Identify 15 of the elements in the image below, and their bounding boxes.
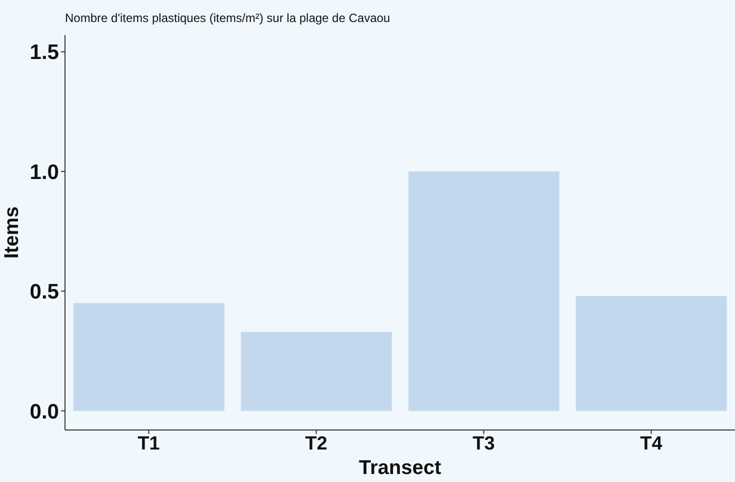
bar [576, 296, 727, 411]
x-tick-label: T3 [472, 433, 495, 454]
chart-title: Nombre d'items plastiques (items/m²) sur la plage de Cavaou [65, 11, 390, 25]
y-tick-label: 0.0 [30, 400, 59, 424]
x-axis-title: Transect [358, 457, 442, 479]
y-tick-label: 1.0 [30, 160, 59, 184]
x-tick-label: T4 [640, 433, 663, 454]
x-tick-label: T1 [138, 433, 160, 454]
bar [240, 332, 392, 411]
y-tick-label: 1.5 [30, 41, 60, 64]
x-tick-label: T2 [305, 433, 328, 454]
bar [73, 303, 224, 411]
y-axis-title: Items [1, 206, 23, 259]
y-tick-label: 0.5 [30, 280, 60, 304]
bar [408, 171, 560, 411]
